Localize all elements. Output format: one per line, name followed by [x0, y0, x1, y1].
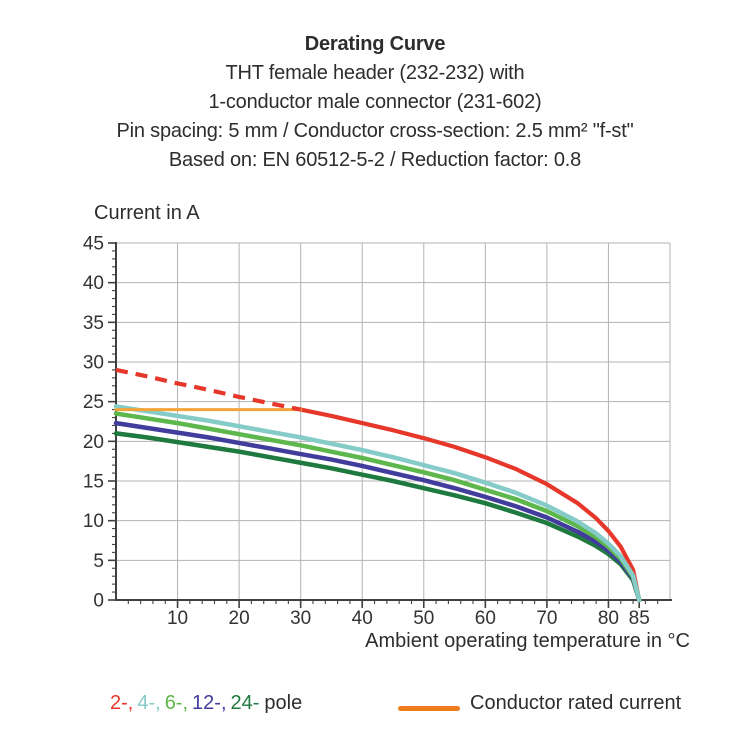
curve-2-pole-dashed [115, 367, 302, 412]
subtitle-line-3: Pin spacing: 5 mm / Conductor cross-sect… [116, 120, 634, 142]
x-tick-label: 80 [598, 608, 619, 629]
title-block: Derating Curve THT female header (232-23… [0, 30, 750, 175]
curve-2-pole [298, 407, 642, 603]
y-tick-label: 20 [83, 432, 104, 453]
conductor-rated-current-swatch [398, 706, 460, 711]
x-tick-label: 40 [352, 608, 373, 629]
y-tick-label: 0 [93, 591, 104, 612]
y-tick-label: 40 [83, 273, 104, 294]
y-axis-title: Current in A [94, 202, 200, 224]
conductor-rated-current-label: Conductor rated current [470, 692, 682, 714]
x-tick-label: 50 [413, 608, 434, 629]
legend-pole-4: 4-, [137, 692, 161, 714]
curve-24-pole [113, 431, 642, 603]
y-tick-label: 45 [83, 234, 104, 255]
derating-chart: 0 5 10 15 20 25 30 35 40 45 10 20 30 40 50 60 70 80 85 [83, 234, 672, 629]
x-axis-label: Ambient operating temperature in °C [365, 630, 690, 652]
y-tick-label: 30 [83, 353, 104, 374]
legend-pole-6: 6-, [164, 692, 189, 714]
x-tick-label: 30 [290, 608, 311, 629]
y-tick-label: 5 [93, 551, 104, 572]
subtitle-line-2: 1-conductor male connector (231-602) [208, 91, 542, 113]
curve-6-pole [113, 411, 642, 603]
chart-title: Derating Curve [304, 33, 446, 55]
y-tick-label: 25 [83, 392, 104, 413]
legend: 2-, 4-, 6-, 12-, 24- pole Conductor rated cur… [0, 692, 750, 726]
legend-pole-counts: 2-, 4-, 6-, 12-, 24- pole [110, 692, 306, 715]
legend-pole-24: 24- [230, 692, 260, 714]
x-tick-label: 20 [229, 608, 250, 629]
y-tick-label: 10 [83, 511, 104, 532]
x-tick-label: 85 [629, 608, 650, 629]
legend-pole-2: 2-, [110, 692, 134, 714]
subtitle-line-1: THT female header (232-232) with [225, 62, 525, 84]
x-tick-label: 10 [167, 608, 188, 629]
subtitle-line-4: Based on: EN 60512-5-2 / Reduction facto… [168, 149, 582, 171]
x-tick-label: 60 [475, 608, 496, 629]
curve-12-pole [113, 420, 642, 603]
y-tick-label: 15 [83, 472, 104, 493]
x-tick-label: 70 [536, 608, 557, 629]
legend-pole-12: 12-, [192, 692, 227, 714]
y-tick-label: 35 [83, 313, 104, 334]
legend-pole-suffix: pole [264, 692, 303, 714]
curve-4-pole [113, 404, 642, 603]
